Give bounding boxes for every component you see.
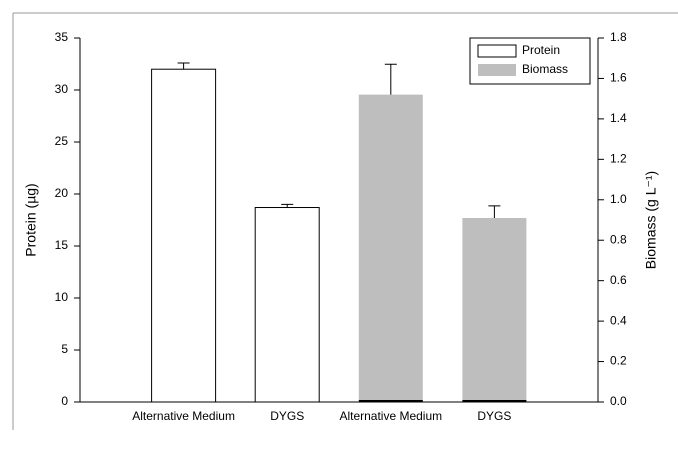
y-axis-title: Protein (µg) [23, 183, 39, 256]
error-bar [281, 203, 294, 208]
y-tick-label: 5 [61, 342, 68, 356]
error-bar [488, 205, 501, 218]
y-tick-label: 15 [55, 238, 69, 252]
x-tick-label: Alternative Medium [339, 409, 442, 423]
y2-axis-title: Biomass (g L⁻¹) [643, 171, 659, 269]
legend-label: Protein [522, 43, 560, 57]
y2-tick-label: 1.8 [610, 30, 627, 44]
y2-tick-label: 0.0 [610, 394, 627, 408]
x-tick-label: DYGS [477, 409, 511, 423]
y2-tick-label: 0.6 [610, 273, 627, 287]
y-tick-label: 20 [55, 186, 69, 200]
y-tick-label: 10 [55, 290, 69, 304]
y-tick-label: 30 [55, 82, 69, 96]
y2-tick-label: 1.2 [610, 152, 627, 166]
y-tick-label: 0 [61, 394, 68, 408]
y2-tick-label: 0.8 [610, 232, 627, 246]
error-bar [384, 63, 397, 95]
bar [151, 68, 217, 403]
legend-swatch [478, 64, 516, 76]
x-tick-label: Alternative Medium [132, 409, 235, 423]
bar [462, 217, 527, 402]
bar [254, 207, 320, 403]
y2-tick-label: 0.4 [610, 313, 627, 327]
y2-tick-label: 1.4 [610, 111, 627, 125]
error-bar [177, 62, 190, 70]
bar [358, 94, 423, 402]
x-tick-label: DYGS [270, 409, 304, 423]
y-tick-label: 35 [55, 30, 69, 44]
y2-tick-label: 0.2 [610, 354, 627, 368]
legend-swatch [477, 44, 517, 58]
y2-tick-label: 1.0 [610, 192, 627, 206]
y2-tick-label: 1.6 [610, 71, 627, 85]
legend-label: Biomass [522, 62, 568, 76]
y-tick-label: 25 [55, 134, 69, 148]
